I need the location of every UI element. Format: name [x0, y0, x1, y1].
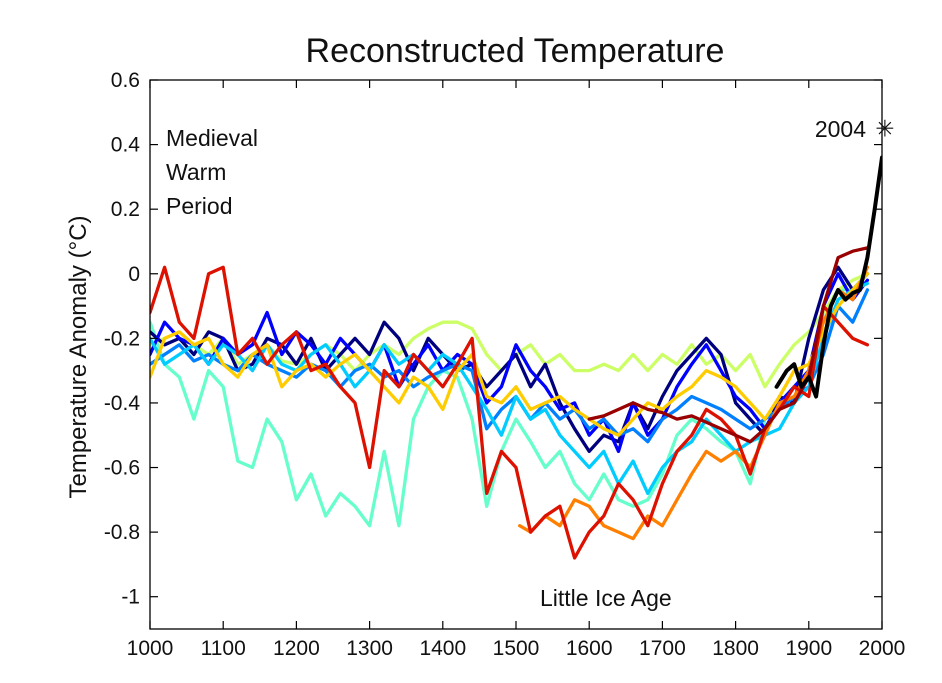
- series-line-6: [150, 281, 870, 496]
- x-tick-label: 2000: [859, 637, 906, 660]
- y-tick-label: 0.6: [111, 69, 140, 92]
- series-line-10: [587, 246, 870, 444]
- series-line-7: [150, 272, 870, 437]
- annotation-medieval-line-2: Warm: [166, 159, 226, 185]
- plot-area: 1000 1100 1200 1300 1400 1500 1600 1700 1800 1900…: [104, 69, 906, 660]
- y-tick-label: 0.2: [111, 198, 140, 221]
- medieval-warm-period-annotation: Medieval Warm Period: [166, 125, 258, 219]
- x-tick-label: 1600: [566, 637, 613, 660]
- annotation-2004: 2004: [815, 116, 866, 142]
- star-marker-2004: ✳: [875, 115, 894, 141]
- y-tick-label: -0.8: [104, 521, 140, 544]
- x-tick-label: 1800: [712, 637, 759, 660]
- series-layer: [150, 155, 882, 560]
- annotation-little-ice-age: Little Ice Age: [540, 585, 672, 611]
- x-tick-label: 1500: [493, 637, 540, 660]
- x-tick-label: 1300: [346, 637, 393, 660]
- x-tick-label: 1100: [201, 637, 246, 660]
- chart-title: Reconstructed Temperature: [306, 32, 725, 70]
- x-tick-label: 1900: [785, 637, 832, 660]
- y-tick-label: 0.4: [111, 134, 141, 157]
- series-line-1: [150, 272, 870, 528]
- series-line-4: [150, 272, 870, 454]
- x-tick-label: 1700: [639, 637, 686, 660]
- y-tick-label: 0: [128, 263, 140, 286]
- x-tick-label: 1400: [419, 637, 466, 660]
- y-tick-label: -1: [121, 586, 140, 609]
- series-line-11: [774, 155, 882, 399]
- y-axis-label: Temperature Anomaly (°C): [65, 215, 92, 498]
- y-tick-label: -0.2: [104, 327, 140, 350]
- annotation-medieval-line-1: Medieval: [166, 125, 258, 151]
- annotation-medieval-line-3: Period: [166, 193, 232, 219]
- x-tick-label: 1000: [127, 637, 174, 660]
- y-tick-label: -0.4: [104, 392, 141, 415]
- x-tick-label: 1200: [273, 637, 320, 660]
- series-line-9: [150, 265, 870, 560]
- ticks-layer: 1000 1100 1200 1300 1400 1500 1600 1700 1800 1900…: [104, 69, 906, 660]
- series-line-5: [150, 288, 870, 444]
- y-tick-label: -0.6: [104, 457, 140, 480]
